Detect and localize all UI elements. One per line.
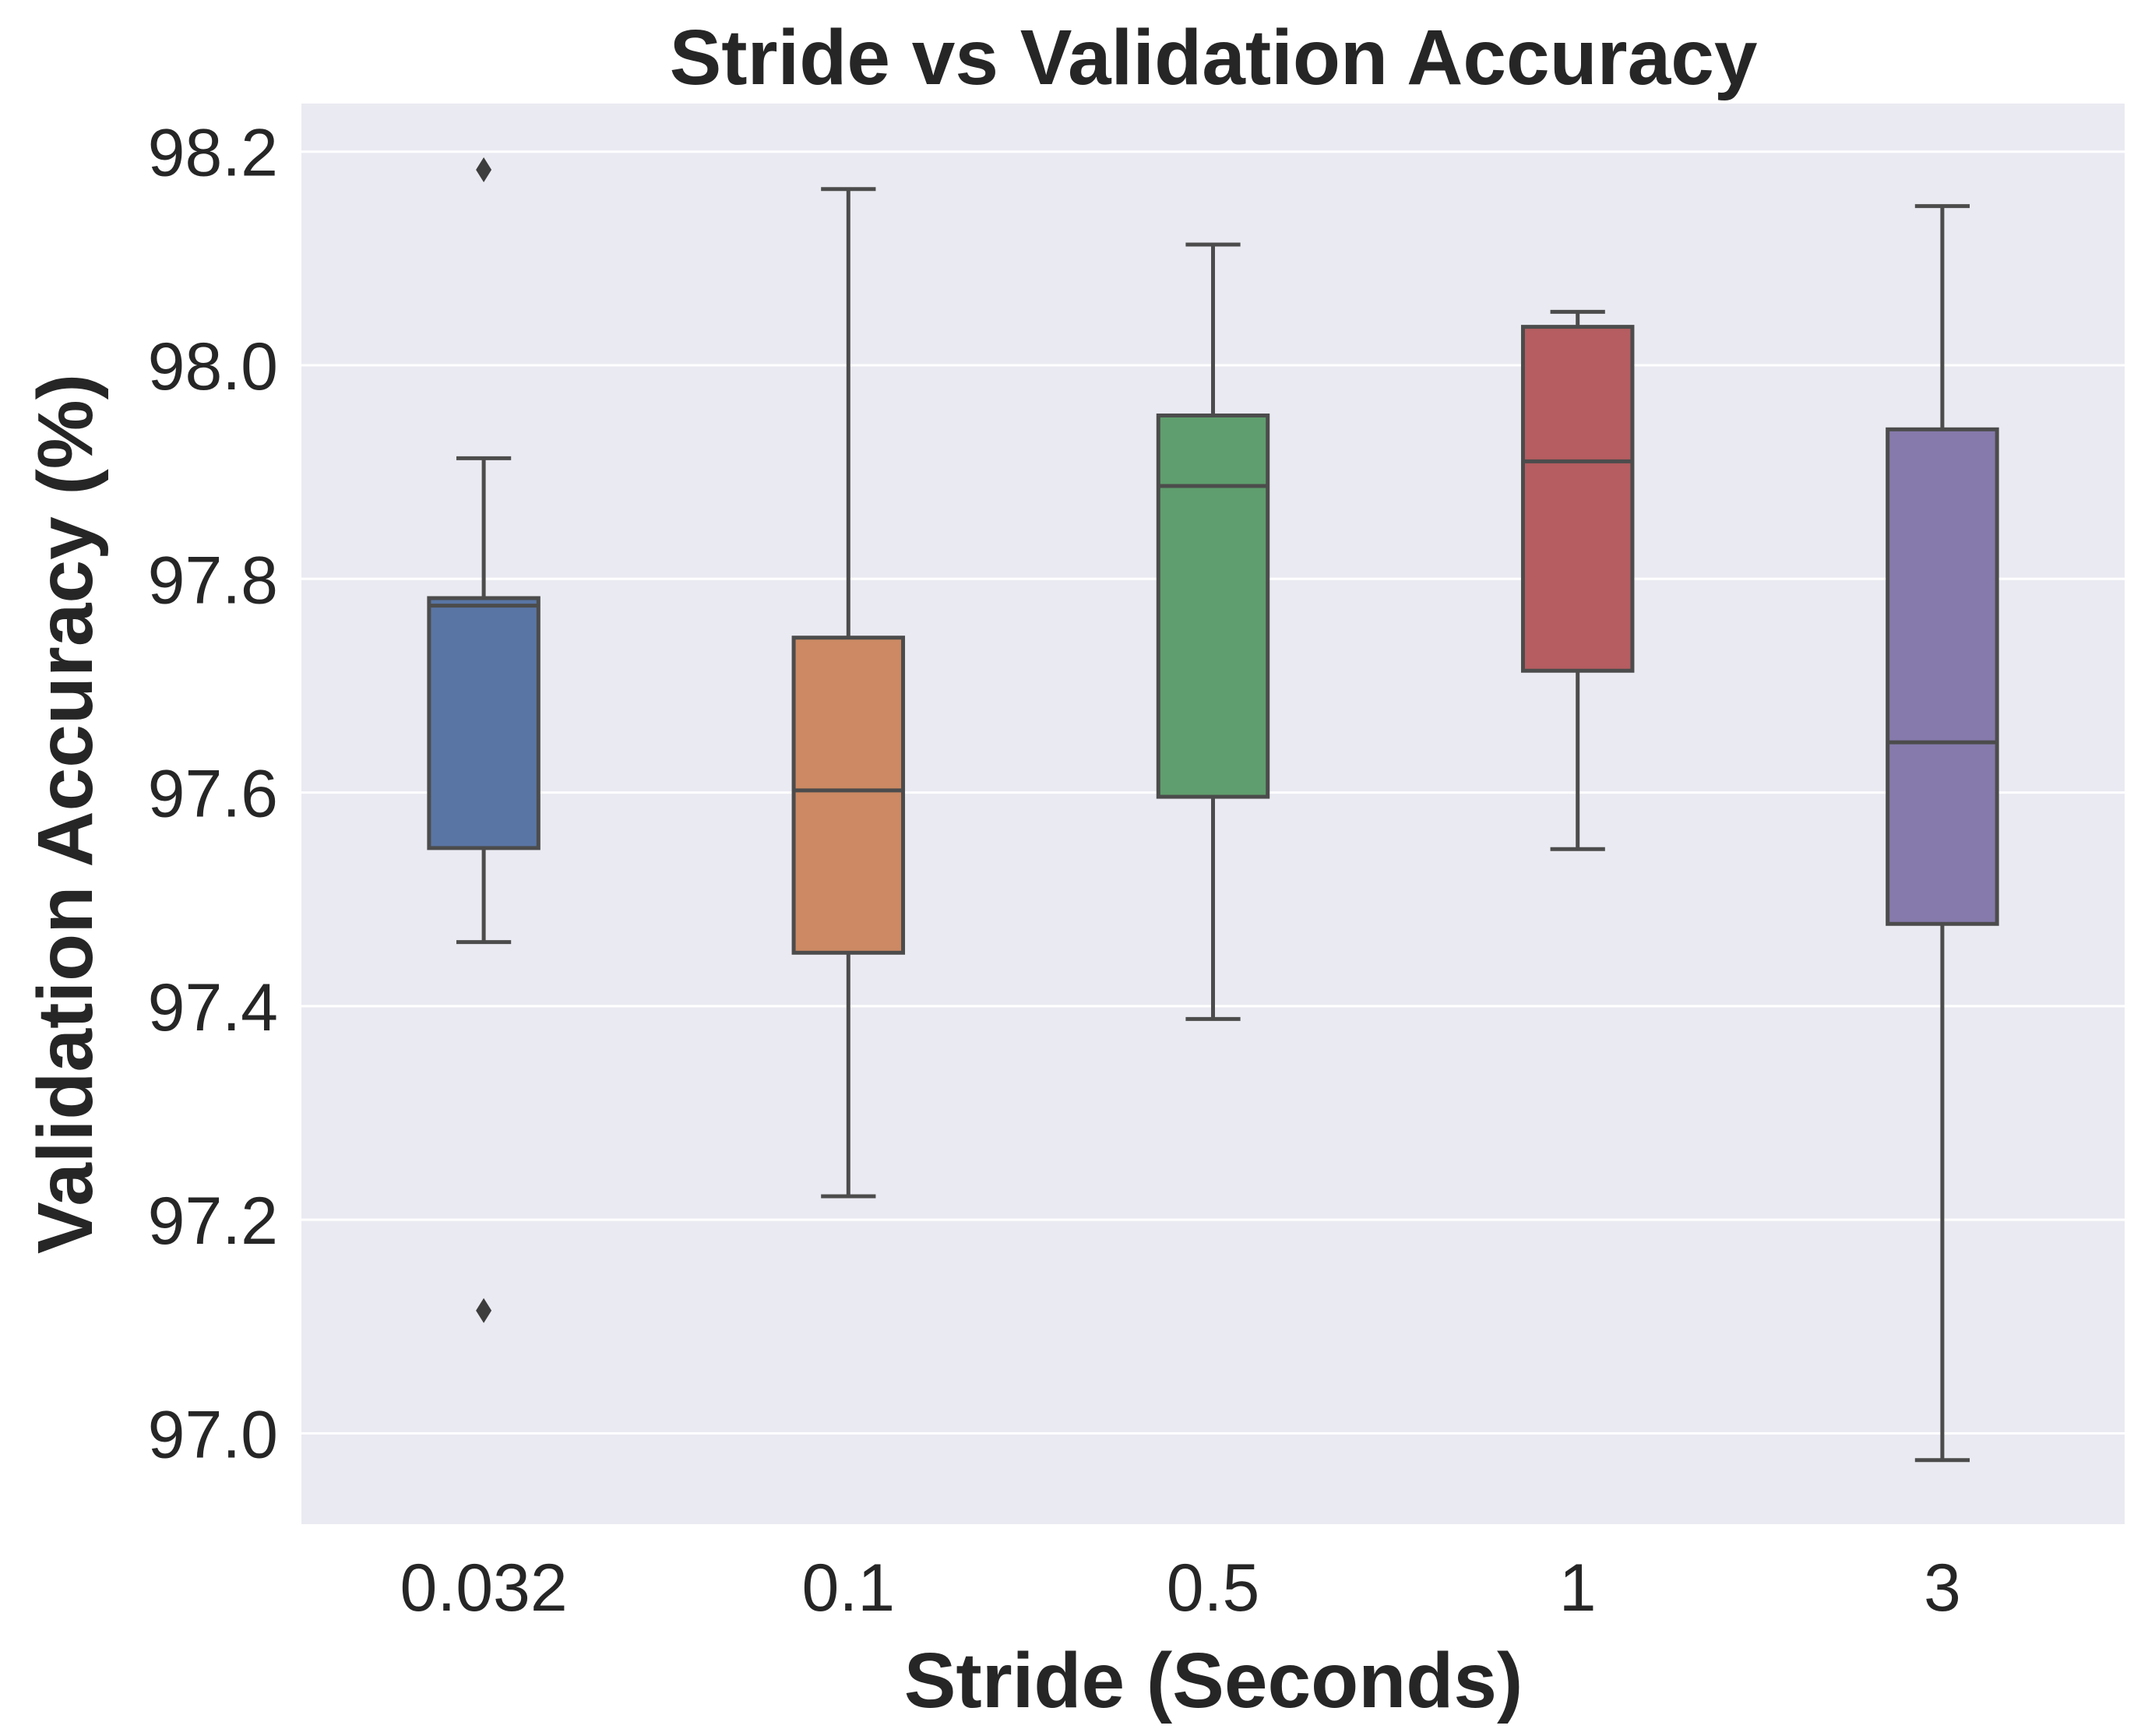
x-tick-label: 0.5: [1167, 1551, 1260, 1625]
boxes: [427, 157, 1999, 1463]
y-tick-label: 97.6: [148, 757, 278, 832]
y-tick-label: 98.0: [148, 329, 278, 404]
outlier-point: [476, 1298, 492, 1323]
iqr-box: [1520, 325, 1635, 673]
x-tick-label: 1: [1559, 1551, 1597, 1625]
y-tick-label: 98.2: [148, 116, 278, 191]
x-axis-label: Stride (Seconds): [904, 1637, 1523, 1724]
iqr-box: [1156, 413, 1270, 799]
y-tick-label: 97.2: [148, 1184, 278, 1259]
iqr-box: [791, 636, 906, 955]
y-tick-label: 97.0: [148, 1397, 278, 1472]
y-axis-label: Validation Accuracy (%): [22, 374, 109, 1254]
box-0.1: [791, 187, 906, 1199]
y-tick-label: 97.8: [148, 543, 278, 618]
box-0.032: [427, 157, 541, 1323]
box-3: [1886, 204, 1999, 1463]
outlier-point: [476, 157, 492, 183]
chart-title: Stride vs Validation Accuracy: [670, 14, 1758, 101]
x-tick-label: 0.032: [400, 1551, 567, 1625]
iqr-box: [1886, 427, 1999, 926]
x-tick-label: 3: [1924, 1551, 1961, 1625]
box-0.5: [1156, 242, 1270, 1021]
x-tick-label: 0.1: [802, 1551, 896, 1625]
y-axis-ticks: 97.0 97.2 97.4 97.6 97.8 98.0 98.2: [148, 116, 278, 1473]
x-axis-ticks: 0.032 0.1 0.5 1 3: [400, 1551, 1960, 1625]
box-1: [1520, 309, 1635, 851]
y-tick-label: 97.4: [148, 970, 278, 1045]
iqr-box: [427, 596, 541, 850]
